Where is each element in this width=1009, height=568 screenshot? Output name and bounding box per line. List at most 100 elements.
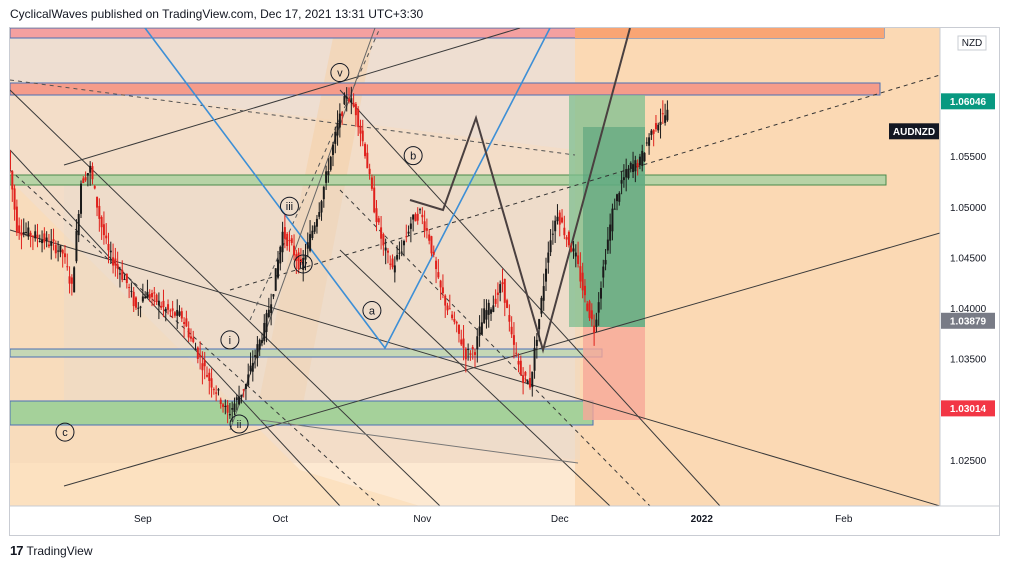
candle-body xyxy=(235,397,238,401)
candle-body xyxy=(194,349,197,351)
candle-body xyxy=(82,178,85,184)
candle-body xyxy=(123,279,126,281)
candle-body xyxy=(309,234,312,251)
candle-body xyxy=(146,291,149,298)
candle-body xyxy=(244,383,247,389)
candle-body xyxy=(421,214,424,218)
candle-body xyxy=(563,227,566,236)
candle-body xyxy=(666,109,669,121)
candle-body xyxy=(84,177,87,181)
candle-body xyxy=(522,375,525,383)
candle-body xyxy=(293,245,296,256)
time-axis: Sep Oct Nov Dec 2022 Feb xyxy=(10,505,1000,525)
candle-body xyxy=(331,144,334,155)
candle-body xyxy=(112,257,115,266)
candle-body xyxy=(144,296,147,299)
candle-body xyxy=(192,337,195,343)
candle-body xyxy=(414,214,417,222)
candle-body xyxy=(659,121,662,125)
wave-label-circle xyxy=(229,414,249,434)
candle-body xyxy=(597,302,600,313)
price-badge xyxy=(941,400,995,417)
candle-body xyxy=(396,255,399,260)
trend-support-line xyxy=(63,232,940,487)
candle-body xyxy=(366,152,369,169)
candle-body xyxy=(604,259,607,265)
candle-body xyxy=(453,318,456,322)
candle-body xyxy=(554,220,557,232)
candle-body xyxy=(570,247,573,252)
y-tick-label: 1.04500 xyxy=(950,253,987,264)
candle-body xyxy=(354,103,357,116)
candle-body xyxy=(54,245,57,254)
candle-body xyxy=(277,259,280,278)
candle-body xyxy=(334,131,337,144)
wave-label-circle xyxy=(330,63,350,83)
candle-body xyxy=(267,309,270,318)
dashed-parallel-1 xyxy=(10,169,381,506)
candle-body xyxy=(34,231,37,239)
candle-body xyxy=(201,363,204,371)
wave-label-circle xyxy=(403,146,423,166)
candle-body xyxy=(645,142,648,144)
candle-body xyxy=(15,206,18,233)
candle-body xyxy=(398,252,401,254)
tradingview-logo-icon: 17 xyxy=(10,543,24,558)
channel-bottom xyxy=(259,419,579,464)
candle-body xyxy=(606,239,609,251)
candle-body xyxy=(157,300,160,306)
candle-body xyxy=(386,250,389,253)
x-tick-label: Feb xyxy=(835,514,853,525)
wave-label: a xyxy=(369,306,376,318)
candle-body xyxy=(121,269,124,280)
candle-body xyxy=(402,240,405,246)
candle-body xyxy=(286,233,289,247)
candle-body xyxy=(361,130,364,142)
candle-body xyxy=(80,183,83,214)
candle-body xyxy=(189,336,192,339)
candle-body xyxy=(141,296,144,302)
candle-body xyxy=(419,209,422,211)
candle-body xyxy=(409,223,412,229)
candle-body xyxy=(322,186,325,200)
candle-body xyxy=(650,130,653,136)
candle-body xyxy=(210,378,213,388)
candle-body xyxy=(52,239,55,242)
candle-body xyxy=(185,318,188,327)
candle-body xyxy=(368,168,371,174)
candle-body xyxy=(620,180,623,184)
candle-body xyxy=(233,403,236,413)
symbol-badge-label: AUDNZD xyxy=(893,127,935,138)
candle-body xyxy=(93,186,96,189)
candle-body xyxy=(545,268,548,282)
candle-body xyxy=(380,227,383,239)
candle-body xyxy=(208,372,211,381)
candle-body xyxy=(487,302,490,315)
candle-body xyxy=(664,115,667,123)
candle-body xyxy=(629,162,632,169)
candle-body xyxy=(609,224,612,241)
price-badge-label: 1.03014 xyxy=(950,404,987,415)
candle-body xyxy=(602,266,605,278)
candle-body xyxy=(634,160,637,172)
candle-body xyxy=(50,241,53,246)
candle-body xyxy=(299,258,302,263)
candle-body xyxy=(508,315,511,322)
candle-body xyxy=(590,310,593,320)
candle-body xyxy=(485,310,488,320)
candle-body xyxy=(43,233,46,243)
projected-path xyxy=(409,28,631,354)
candle-body xyxy=(528,378,531,388)
candle-body xyxy=(251,363,254,372)
candle-body xyxy=(423,221,426,231)
candle-body xyxy=(641,150,644,166)
candle-body xyxy=(469,353,472,355)
parallel-line-4 xyxy=(339,249,611,506)
dashed-parallel-2 xyxy=(339,189,651,506)
candle-body xyxy=(457,324,460,334)
candle-body xyxy=(341,112,344,117)
candle-body xyxy=(565,237,568,240)
candle-body xyxy=(249,365,252,372)
